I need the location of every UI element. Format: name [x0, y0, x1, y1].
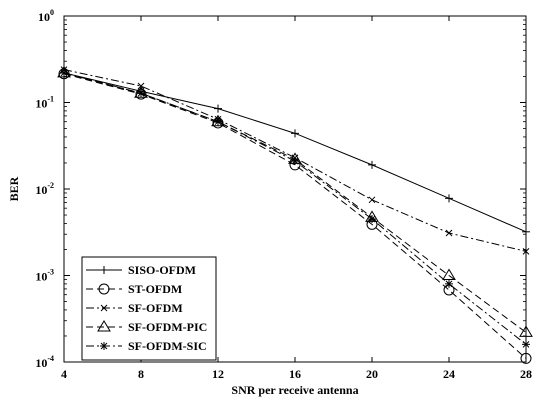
y-axis-label: BER [7, 176, 21, 201]
y-tick-base: 10 [35, 270, 47, 284]
data-point-marker [445, 229, 453, 237]
y-tick-exponent: -2 [47, 181, 54, 190]
data-point-marker [214, 117, 222, 126]
data-point-marker [445, 194, 453, 203]
data-point-marker [368, 160, 376, 169]
data-point-marker [137, 89, 145, 98]
legend-marker [100, 266, 108, 274]
y-tick-base: 10 [35, 97, 47, 111]
y-tick-label: 10-2 [35, 181, 54, 197]
x-tick-label: 28 [520, 367, 532, 381]
series-line [63, 72, 527, 233]
legend-label: ST-OFDM [128, 282, 182, 296]
legend-label: SF-OFDM [128, 301, 183, 315]
legend-entry: ST-OFDM [86, 282, 182, 296]
y-tick-label: 10-3 [35, 268, 54, 284]
x-tick-label: 24 [443, 367, 455, 381]
legend-label: SF-OFDM-PIC [128, 320, 207, 334]
x-tick-label: 12 [212, 367, 224, 381]
x-axis-label: SNR per receive antenna [231, 383, 358, 397]
data-point-marker [368, 196, 376, 204]
y-tick-label: 10-1 [35, 95, 54, 111]
data-point-marker [368, 214, 376, 223]
data-point-marker [519, 325, 533, 337]
series-sf-ofdm-sic [60, 68, 530, 349]
x-tick-label: 20 [366, 367, 378, 381]
data-point-marker [291, 157, 299, 166]
data-point-marker [214, 104, 222, 113]
y-tick-label: 100 [38, 8, 54, 24]
legend-marker [98, 283, 110, 295]
legend-label: SISO-OFDM [128, 263, 196, 277]
legend-marker [100, 304, 108, 312]
legend-marker [97, 320, 111, 332]
y-tick-exponent: -4 [47, 354, 54, 363]
series-layer [57, 65, 533, 364]
series-siso-ofdm [60, 68, 530, 236]
x-tick-label: 4 [61, 367, 67, 381]
legend-label: SF-OFDM-SIC [128, 339, 207, 353]
legend-entry: SISO-OFDM [86, 263, 196, 277]
data-point-marker [445, 279, 453, 288]
y-tick-base: 10 [35, 356, 47, 370]
data-point-marker [137, 82, 145, 90]
y-tick-exponent: -3 [47, 268, 54, 277]
data-point-marker [135, 88, 147, 100]
y-tick-base: 10 [38, 10, 50, 24]
data-point-marker [522, 340, 530, 349]
y-tick-base: 10 [35, 183, 47, 197]
data-point-marker [291, 129, 299, 138]
y-tick-label: 10-4 [35, 354, 54, 370]
y-tick-exponent: -1 [47, 95, 54, 104]
y-tick-exponent: 0 [50, 8, 54, 17]
legend-entry: SF-OFDM [86, 301, 183, 315]
data-point-marker [520, 352, 532, 364]
legend-entry: SF-OFDM-PIC [86, 320, 207, 334]
legend-entry: SF-OFDM-SIC [86, 339, 207, 353]
data-point-marker [442, 268, 456, 280]
x-tick-label: 16 [289, 367, 301, 381]
data-point-marker [522, 227, 530, 236]
data-point-marker [60, 68, 68, 77]
x-tick-label: 8 [138, 367, 144, 381]
legend: SISO-OFDM ST-OFDM SF-OFDM SF-OFDM-PIC SF-OFD… [81, 256, 217, 361]
legend-marker [100, 342, 108, 350]
data-point-marker [522, 248, 530, 255]
